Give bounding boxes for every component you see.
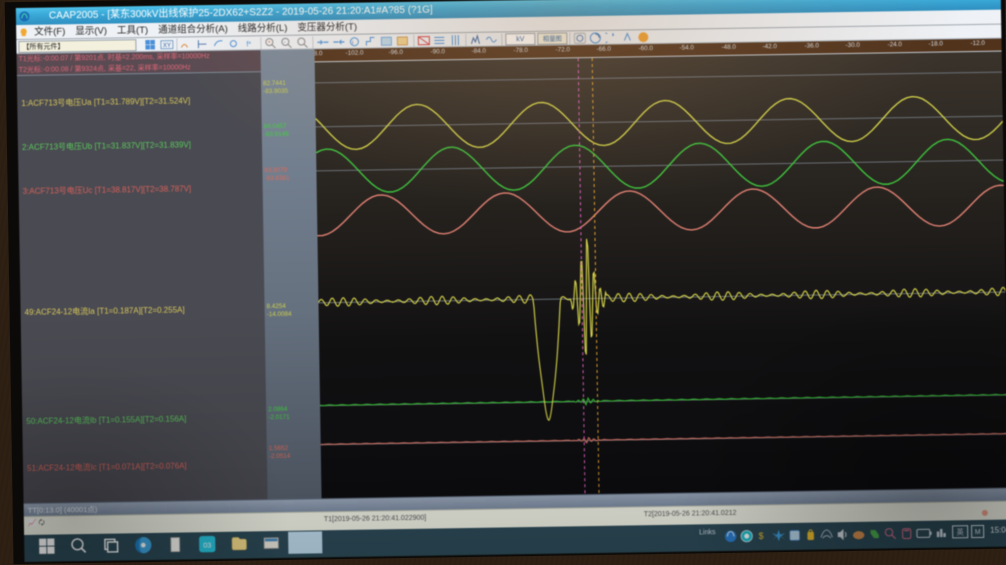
svg-text:f*: f*: [246, 41, 251, 48]
svg-text:$: $: [759, 531, 764, 541]
svg-text:i: i: [352, 40, 353, 46]
svg-text:+: +: [268, 40, 271, 46]
svg-text:03: 03: [203, 541, 211, 550]
svg-text:-: -: [284, 39, 286, 45]
svg-text:XY: XY: [163, 43, 171, 49]
